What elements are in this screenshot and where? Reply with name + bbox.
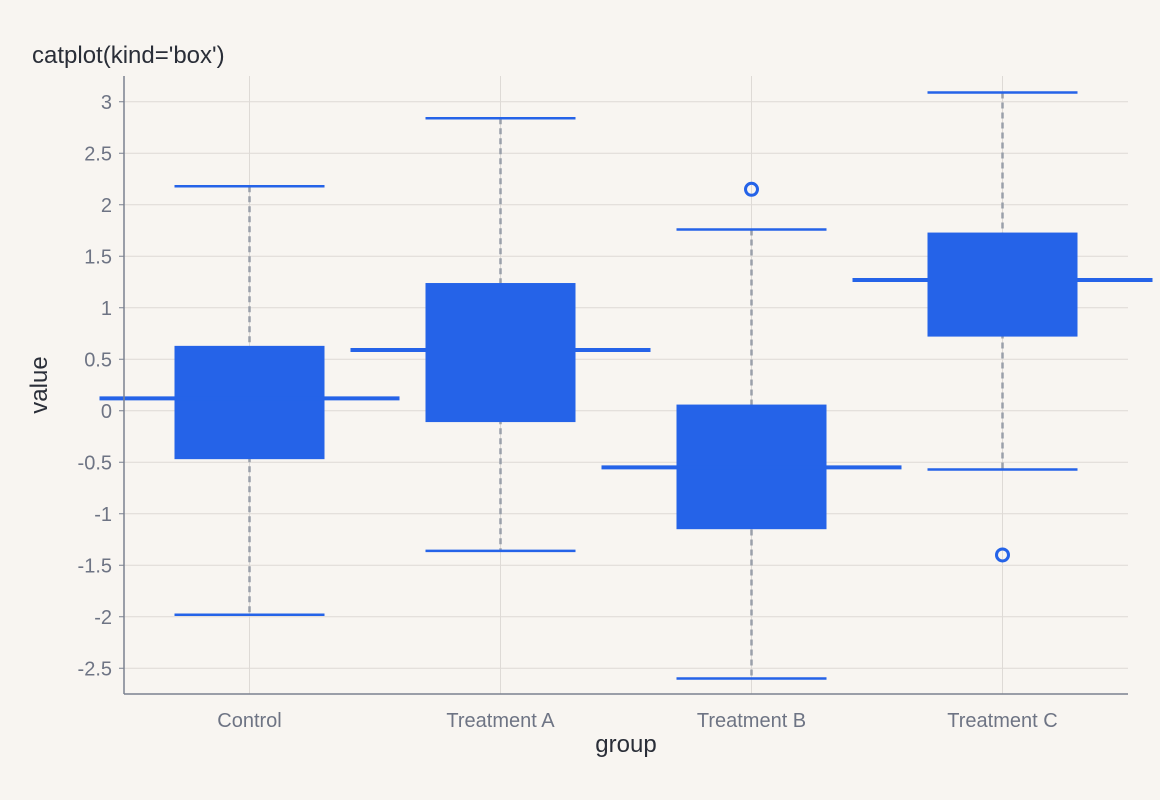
- box-iqr: [927, 232, 1078, 337]
- y-tick-labels: -2.5 -2 -1.5 -1 -0.5 0 0.5 1 1.5 2 2.5 3: [78, 92, 112, 681]
- y-tick-label: -2: [94, 607, 112, 629]
- x-tick-label: Treatment C: [947, 710, 1057, 732]
- axes: [123, 76, 1128, 695]
- y-tick-label: 2: [101, 195, 112, 217]
- y-tick-label: -1.5: [78, 555, 112, 577]
- x-tick-labels: Control Treatment A Treatment B Treatment C: [217, 710, 1057, 732]
- y-tick-label: -1: [94, 504, 112, 526]
- x-axis-label: group: [595, 731, 656, 758]
- y-tick-label: 1: [101, 298, 112, 320]
- y-tick-label: 0: [101, 401, 112, 423]
- y-tick-label: 3: [101, 92, 112, 114]
- x-tick-label: Treatment B: [697, 710, 806, 732]
- y-tick-label: -0.5: [78, 452, 112, 474]
- chart-title: catplot(kind='box'): [32, 42, 225, 69]
- box-iqr: [174, 345, 325, 460]
- y-axis-label: value: [26, 356, 53, 413]
- x-tick-label: Control: [217, 710, 281, 732]
- box-iqr: [425, 283, 576, 423]
- boxes: [99, 181, 1153, 563]
- outlier-point: [995, 547, 1010, 563]
- y-tick-label: 2.5: [84, 143, 112, 165]
- y-tick-label: 0.5: [84, 349, 112, 371]
- y-tick-label: 1.5: [84, 246, 112, 268]
- y-tick-label: -2.5: [78, 658, 112, 680]
- x-tick-label: Treatment A: [446, 710, 555, 732]
- outlier-point: [744, 181, 759, 197]
